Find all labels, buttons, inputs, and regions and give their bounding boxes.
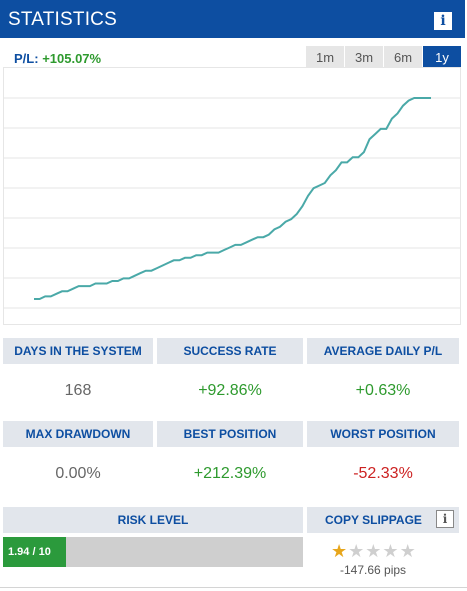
- worst-position-label: WORST POSITION: [307, 421, 459, 447]
- worst-position-value: -52.33%: [353, 465, 413, 482]
- star-icon: ★: [399, 541, 416, 561]
- risk-level-label: RISK LEVEL: [3, 507, 303, 533]
- risk-level-fill: 1.94 / 10: [3, 537, 66, 567]
- star-icon: ★: [382, 541, 399, 561]
- statistics-header: STATISTICS i: [0, 0, 465, 38]
- success-rate-label: SUCCESS RATE: [157, 338, 303, 364]
- star-icon: ★: [348, 541, 365, 561]
- period-tabs: 1m 3m 6m 1y: [306, 46, 461, 68]
- performance-chart: [3, 67, 461, 325]
- tab-3m[interactable]: 3m: [345, 46, 383, 68]
- chart-svg: [4, 97, 460, 309]
- risk-level-bar: 1.94 / 10: [3, 537, 303, 567]
- info-icon[interactable]: i: [434, 12, 452, 30]
- star-icon: ★: [365, 541, 382, 561]
- max-drawdown-value: 0.00%: [55, 465, 101, 482]
- best-position-value: +212.39%: [193, 465, 267, 482]
- success-rate-value: +92.86%: [198, 382, 262, 399]
- slippage-info-icon[interactable]: i: [436, 510, 454, 528]
- average-daily-pl-label: AVERAGE DAILY P/L: [307, 338, 459, 364]
- slippage-rating: ★ ★ ★ ★ ★: [331, 542, 417, 560]
- slippage-pips: -147.66 pips: [340, 563, 407, 577]
- tab-1m[interactable]: 1m: [306, 46, 344, 68]
- star-icon: ★: [331, 541, 348, 561]
- best-position-label: BEST POSITION: [157, 421, 303, 447]
- max-drawdown-label: MAX DRAWDOWN: [3, 421, 153, 447]
- pl-value: +105.07%: [42, 51, 102, 66]
- average-daily-pl-value: +0.63%: [355, 382, 411, 399]
- days-in-system-value: 168: [64, 382, 92, 399]
- tab-1y[interactable]: 1y: [423, 46, 461, 68]
- copy-slippage-label: COPY SLIPPAGE: [307, 507, 459, 533]
- pl-label: P/L:: [14, 51, 39, 66]
- days-in-system-label: DAYS IN THE SYSTEM: [3, 338, 153, 364]
- tab-6m[interactable]: 6m: [384, 46, 422, 68]
- performance-line: [34, 97, 431, 300]
- page-title: STATISTICS: [8, 9, 117, 30]
- pl-summary: P/L: +105.07%: [14, 51, 101, 66]
- divider: [0, 587, 467, 588]
